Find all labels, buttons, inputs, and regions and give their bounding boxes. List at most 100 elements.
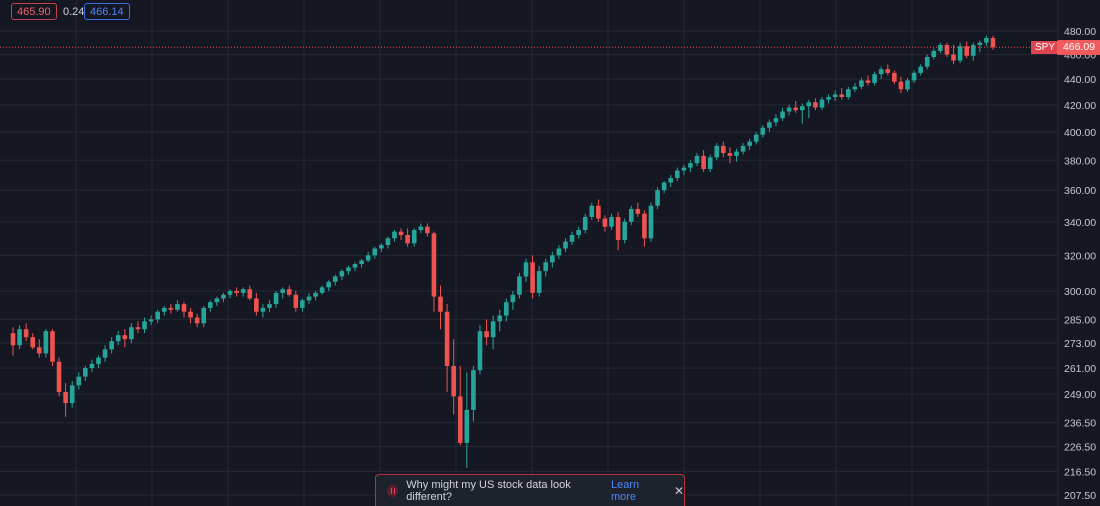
- candle-body: [990, 37, 996, 48]
- candle-body: [234, 291, 239, 293]
- candle-body: [938, 45, 943, 51]
- candle-body: [589, 205, 595, 217]
- candle-body: [944, 45, 950, 55]
- candle-body: [76, 376, 82, 386]
- candle-body: [155, 311, 160, 320]
- candle-body: [615, 216, 621, 240]
- candle-body: [892, 72, 897, 82]
- candle-body: [188, 311, 193, 318]
- candle-body: [326, 281, 332, 288]
- candle-body: [438, 296, 443, 312]
- candle-body: [681, 167, 687, 171]
- price-tick-label: 480.00: [1064, 26, 1096, 38]
- price-tick-label: 249.00: [1064, 389, 1096, 401]
- learn-more-link[interactable]: Learn more: [610, 478, 640, 503]
- candle-body: [642, 213, 647, 239]
- candle-body: [379, 245, 384, 249]
- candle-body: [372, 248, 378, 256]
- bid-price-badge[interactable]: 465.90: [11, 3, 57, 20]
- chart-grid: [0, 0, 1058, 506]
- candle-body: [339, 271, 345, 277]
- candle-body: [208, 302, 213, 308]
- candle-body: [313, 292, 318, 297]
- candle-body: [497, 315, 503, 322]
- candle-body: [865, 80, 871, 83]
- candle-body: [970, 45, 976, 56]
- candle-body: [115, 335, 121, 342]
- candle-body: [806, 102, 812, 107]
- price-tick-label: 360.00: [1064, 185, 1096, 197]
- candle-body: [477, 331, 483, 371]
- candle-body: [622, 221, 627, 240]
- candle-body: [43, 331, 49, 354]
- candle-body: [96, 357, 101, 364]
- candle-body: [924, 56, 930, 67]
- candle-body: [319, 287, 325, 293]
- candle-body: [721, 145, 726, 154]
- candle-body: [247, 289, 253, 299]
- candle-body: [905, 80, 910, 90]
- candle-body: [201, 307, 207, 324]
- candle-body: [267, 304, 272, 308]
- price-tick-label: 207.50: [1064, 490, 1096, 502]
- candle-body: [490, 321, 496, 338]
- candle-body: [707, 157, 713, 170]
- candle-body: [964, 46, 969, 56]
- candle-body: [102, 349, 108, 358]
- candle-body: [576, 229, 581, 235]
- price-tick-label: 440.00: [1064, 74, 1096, 86]
- candle-body: [418, 226, 424, 230]
- candle-body: [786, 107, 792, 112]
- notice-text: Why might my US stock data look differen…: [406, 478, 571, 503]
- candle-body: [122, 335, 128, 340]
- candle-body: [931, 50, 937, 57]
- candle-body: [56, 361, 62, 392]
- candle-body: [819, 99, 825, 108]
- candle-body: [984, 37, 989, 43]
- candle-body: [550, 255, 555, 263]
- symbol-price-tag: SPY: [1031, 40, 1060, 54]
- candle-body: [503, 302, 509, 316]
- candle-body: [175, 304, 180, 310]
- candle-body: [37, 347, 42, 354]
- candle-body: [523, 262, 529, 277]
- candle-body: [852, 86, 858, 90]
- candle-body: [661, 182, 667, 191]
- candle-body: [530, 262, 535, 293]
- candle-body: [799, 106, 805, 111]
- close-icon[interactable]: ✕: [673, 483, 684, 498]
- candle-body: [582, 216, 588, 230]
- candle-body: [444, 311, 450, 366]
- price-tick-label: 226.50: [1064, 442, 1096, 454]
- ask-price-badge[interactable]: 466.14: [84, 3, 130, 20]
- candle-body: [286, 289, 292, 295]
- price-tick-label: 285.00: [1064, 314, 1096, 326]
- candle-body: [872, 74, 877, 83]
- candle-body: [688, 163, 693, 168]
- candle-body: [655, 190, 660, 206]
- candle-body: [569, 234, 575, 242]
- candle-body: [227, 291, 233, 295]
- candle-body: [609, 216, 614, 227]
- price-tick-label: 400.00: [1064, 127, 1096, 139]
- candle-body: [214, 298, 220, 303]
- candle-body: [306, 296, 312, 301]
- candle-body: [536, 271, 542, 293]
- price-axis[interactable]: 480.00460.00440.00420.00400.00380.00360.…: [1057, 0, 1096, 506]
- candle-body: [484, 331, 489, 338]
- candle-body: [273, 292, 279, 305]
- candle-body: [63, 391, 68, 404]
- candle-body: [734, 151, 739, 156]
- candle-body: [411, 229, 417, 244]
- candle-body: [346, 267, 351, 272]
- candle-body: [885, 69, 891, 73]
- candle-body: [300, 300, 305, 308]
- candle-body: [83, 368, 88, 377]
- candle-body: [260, 307, 266, 312]
- candle-body: [767, 122, 772, 128]
- price-tick-label: 420.00: [1064, 100, 1096, 112]
- candle-body: [398, 231, 404, 235]
- candle-body: [846, 89, 851, 98]
- candle-body: [405, 234, 410, 244]
